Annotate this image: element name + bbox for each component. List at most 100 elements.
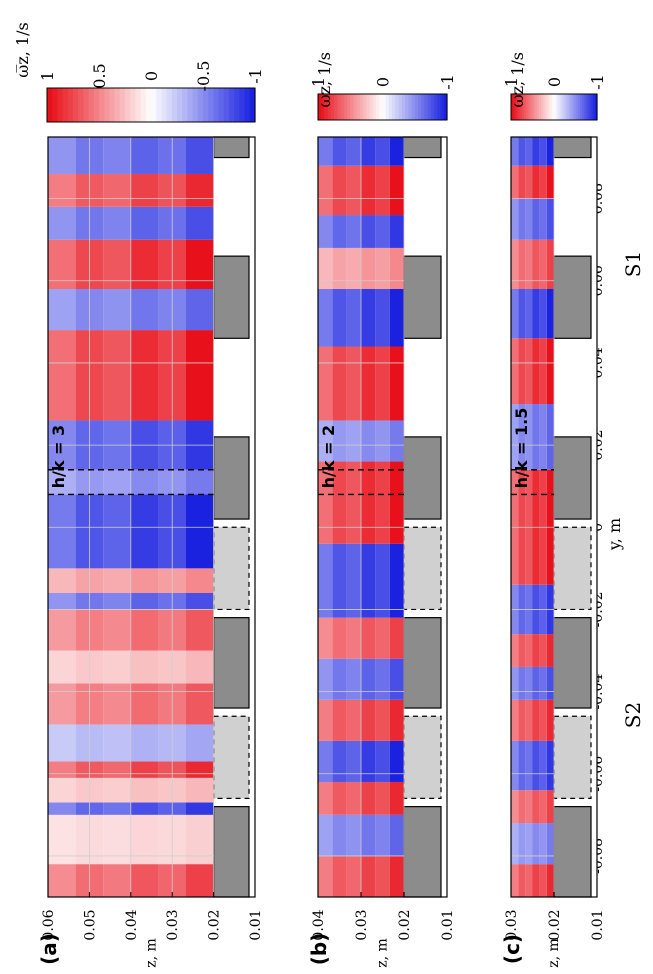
- colorbar-cell: [579, 94, 583, 120]
- colorbar-tick-label: 0: [374, 77, 393, 87]
- heatmap-cell: [389, 740, 404, 782]
- colorbar-cell: [62, 88, 69, 122]
- colorbar-label: ω̅z, 1/s: [508, 52, 527, 107]
- colorbar-cell: [67, 88, 74, 122]
- heatmap-cell: [518, 666, 526, 700]
- heatmap-cell: [130, 469, 159, 495]
- heatmap-cell: [346, 699, 361, 741]
- heatmap-cell: [48, 330, 76, 421]
- colorbar: 1 0 -1 ω̅z, 1/s: [502, 52, 607, 121]
- heatmap-cell: [525, 666, 533, 700]
- colorbar-cell: [114, 88, 121, 122]
- heatmap-cell: [389, 137, 404, 166]
- heatmap-cell: [525, 198, 533, 240]
- colorbar-cell: [135, 88, 142, 122]
- heatmap-cell: [375, 289, 390, 347]
- heatmap-cell: [518, 699, 526, 741]
- heatmap-cell: [48, 864, 76, 897]
- panel-a: 0.01 0.02 0.03 0.04 0.05 0.06 z, m (a) h/k = 3 1 0…: [13, 22, 265, 968]
- colorbar-cell: [182, 88, 188, 122]
- heatmap-cell: [539, 404, 547, 470]
- heatmap-cell: [532, 239, 540, 289]
- colorbar-cell: [564, 94, 568, 120]
- heatmap-cell: [389, 814, 404, 856]
- z-tick-label: 0.01: [248, 909, 264, 940]
- heatmap-cell: [525, 823, 533, 865]
- colorbar-cell: [534, 94, 538, 120]
- heatmap-cell: [103, 568, 131, 593]
- heatmap-cell: [186, 724, 214, 762]
- colorbar-cell: [197, 88, 204, 122]
- colorbar-frame: [46, 87, 256, 123]
- wall-block: [213, 136, 250, 159]
- heatmap-cell: [130, 814, 159, 865]
- z-tick-label: 0.03: [354, 909, 370, 940]
- colorbar-cell: [592, 94, 596, 120]
- plot-frame: [47, 136, 256, 898]
- heatmap-cell: [130, 289, 159, 331]
- colorbar-cell: [430, 94, 435, 120]
- heatmap-cell: [389, 215, 404, 248]
- colorbar-cell: [586, 94, 589, 120]
- z-tick-label: 0.03: [504, 909, 520, 940]
- colorbar-cell: [363, 94, 367, 120]
- heatmap-cell: [525, 634, 533, 667]
- wall-block: [213, 255, 250, 339]
- heatmap-cell: [103, 206, 131, 240]
- colorbar-cell: [417, 94, 422, 120]
- heatmap-cell: [130, 593, 159, 610]
- z-axis-label: z, m: [144, 938, 160, 968]
- colorbar-cell: [213, 88, 220, 122]
- colorbar: 1 0 -1 ω̅z, 1/s: [309, 52, 457, 121]
- heatmap-cell: [525, 239, 533, 289]
- heatmap-cell: [48, 239, 76, 289]
- colorbar-cell: [343, 94, 348, 120]
- colorbar-cell: [353, 94, 358, 120]
- wall-block: [553, 255, 592, 339]
- heatmap-cell: [518, 198, 526, 240]
- colorbar-cell: [536, 94, 540, 120]
- colorbar-cell: [318, 94, 322, 120]
- heatmap-cell: [546, 864, 554, 897]
- heatmap-cell: [375, 165, 390, 216]
- heatmap-cell: [332, 740, 347, 782]
- colorbar-cell: [392, 94, 396, 120]
- heatmap-cell: [375, 461, 390, 544]
- heatmap-cell: [332, 247, 347, 289]
- z-tick-label: 0.02: [547, 909, 563, 940]
- heatmap-cell: [361, 740, 376, 782]
- heatmap-cell: [389, 658, 404, 700]
- heatmap-cell: [346, 543, 361, 618]
- heatmap-cell: [511, 404, 519, 470]
- heatmap-cell: [361, 461, 376, 544]
- heatmap-cell: [539, 790, 547, 824]
- heatmap-cell: [375, 346, 390, 421]
- heatmap-cell: [532, 634, 540, 667]
- heatmap-cell: [518, 790, 526, 824]
- heatmap-cell: [318, 165, 333, 216]
- heatmap-cell: [511, 165, 519, 199]
- wall-block: [213, 436, 250, 520]
- wall-block: [213, 617, 250, 709]
- colorbar-cell: [427, 94, 432, 120]
- heatmap-cell: [103, 469, 131, 495]
- heatmap-cell: [375, 247, 390, 289]
- heatmap-cell: [361, 215, 376, 248]
- heatmap-cell: [539, 666, 547, 700]
- heatmap-cell: [375, 617, 390, 659]
- heatmap-cell: [361, 781, 376, 815]
- z-axis-label: z, m: [375, 938, 391, 968]
- colorbar-cell: [411, 94, 416, 120]
- colorbar-cell: [434, 94, 438, 120]
- colorbar-tick-label: 1: [38, 71, 57, 81]
- wall-block: [213, 806, 250, 898]
- colorbar-cell: [359, 94, 364, 120]
- heatmap-cell: [186, 330, 214, 421]
- panel-label: (a): [37, 933, 61, 965]
- colorbar-cell: [109, 88, 116, 122]
- heatmap-cell: [130, 864, 159, 897]
- colorbar-cell: [571, 94, 574, 120]
- heatmap-cell: [103, 137, 131, 174]
- z-tick-label: 0.02: [397, 909, 413, 940]
- heatmap-cell: [546, 740, 554, 791]
